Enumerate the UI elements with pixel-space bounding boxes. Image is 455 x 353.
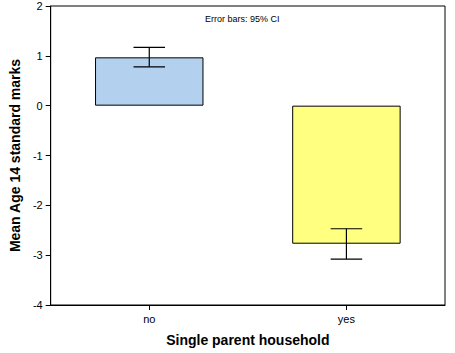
svg-text:Single parent household: Single parent household bbox=[166, 332, 329, 348]
svg-text:0: 0 bbox=[37, 100, 43, 112]
svg-text:Mean Age 14 standard marks: Mean Age 14 standard marks bbox=[7, 59, 23, 252]
svg-text:Error bars: 95% CI: Error bars: 95% CI bbox=[205, 14, 280, 24]
svg-text:-3: -3 bbox=[33, 249, 43, 261]
svg-text:-1: -1 bbox=[33, 150, 43, 162]
svg-text:yes: yes bbox=[338, 313, 356, 325]
svg-text:-2: -2 bbox=[33, 199, 43, 211]
svg-text:2: 2 bbox=[37, 0, 43, 12]
svg-text:no: no bbox=[143, 313, 155, 325]
svg-text:-4: -4 bbox=[33, 299, 43, 311]
svg-text:1: 1 bbox=[37, 50, 43, 62]
